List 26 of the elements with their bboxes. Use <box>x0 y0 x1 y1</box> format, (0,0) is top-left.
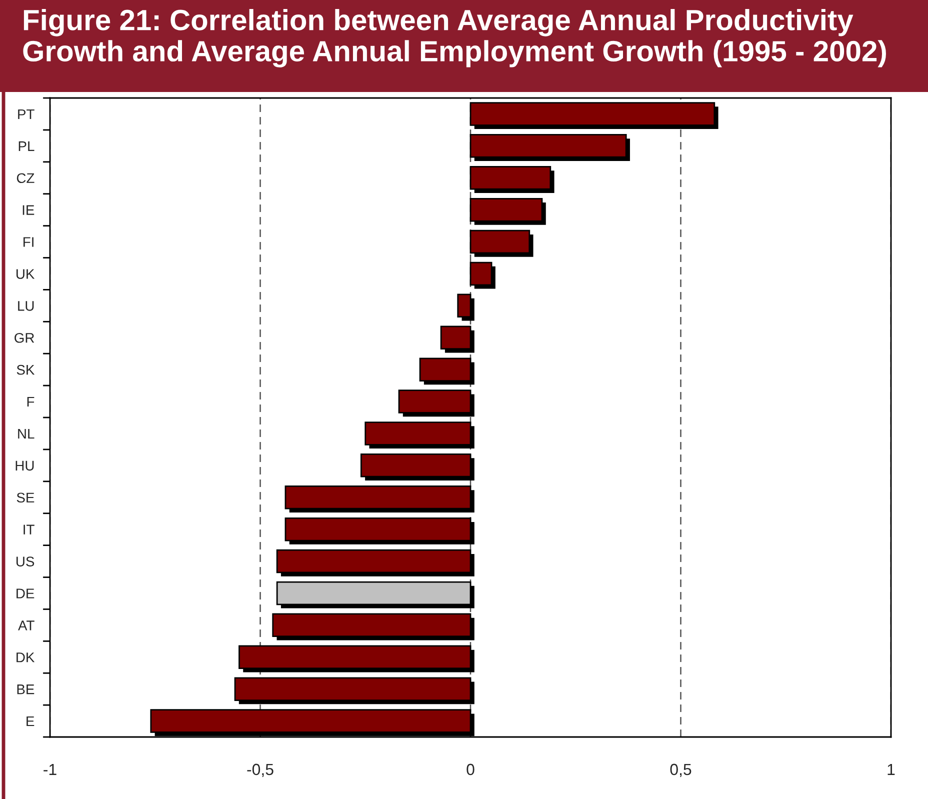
y-tick-label: SK <box>16 364 35 375</box>
y-tick-label: AT <box>18 620 34 630</box>
x-tick-label: 1 <box>888 764 895 775</box>
y-tick-label: GR <box>14 332 34 343</box>
y-tick-label: US <box>16 556 34 566</box>
y-tick-label: HU <box>16 460 34 471</box>
y-tick-label: DK <box>16 652 35 662</box>
y-tick-label: BE <box>17 684 34 694</box>
y-tick-label: PL <box>18 141 34 151</box>
chart-title: Figure 21: Correlation between Average Annual Productivity Growth and Average Annual Employment Growth (1995 - 2002) <box>23 9 886 68</box>
y-tick-label: DE <box>16 588 34 598</box>
y-tick-label: IE <box>22 205 34 215</box>
y-tick-label: PT <box>18 109 34 120</box>
x-tick-label: 0,5 <box>670 764 692 778</box>
x-tick-label: 0 <box>466 764 474 776</box>
x-tick-label: -1 <box>44 764 56 775</box>
x-tick-label: -0,5 <box>247 764 274 778</box>
y-tick-label: IT <box>24 524 34 534</box>
y-tick-label: CZ <box>16 173 34 184</box>
y-tick-label: NL <box>18 428 34 439</box>
y-tick-label: E <box>26 716 34 726</box>
y-tick-label: UK <box>16 269 35 279</box>
y-tick-label: LU <box>18 301 34 311</box>
y-tick-label: F <box>27 397 34 407</box>
y-tick-label: FI <box>24 237 34 247</box>
y-tick-label: SE <box>16 492 34 503</box>
